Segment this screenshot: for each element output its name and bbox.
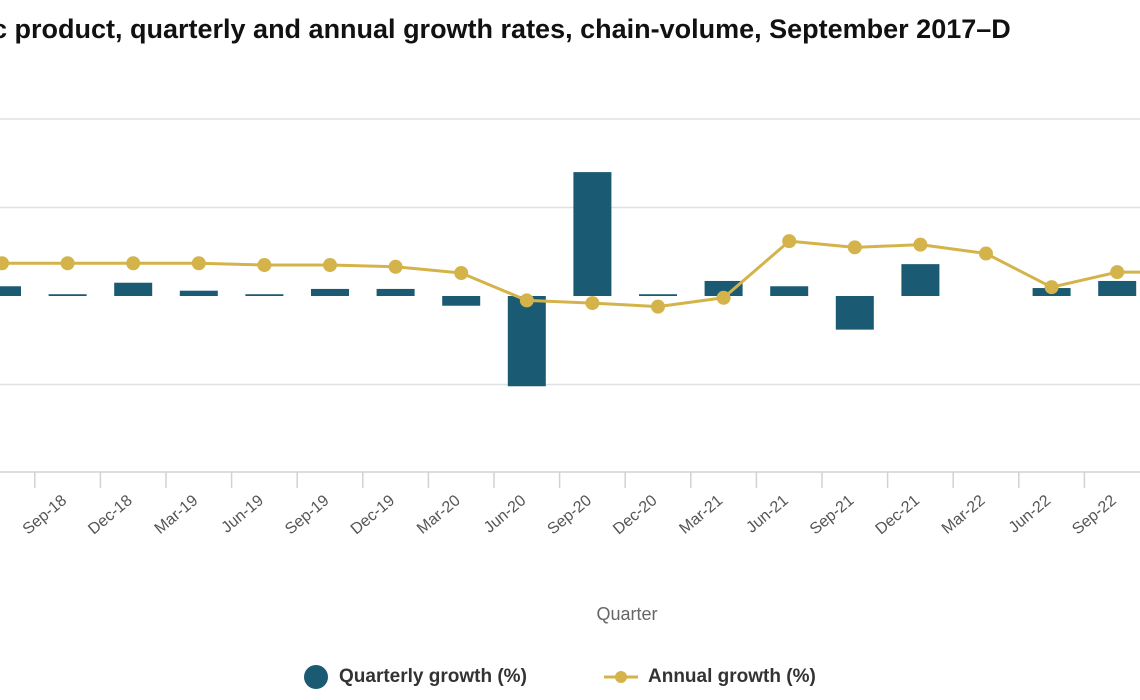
legend-label-quarterly: Quarterly growth (%) <box>339 666 527 687</box>
bar-quarterly-growth <box>1098 280 1137 296</box>
x-tick-label: Sep-20 <box>545 492 596 538</box>
legend-item-annual[interactable]: Annual growth (%) <box>604 660 816 694</box>
x-tick-label: Dec-19 <box>348 492 399 538</box>
point-annual-growth <box>191 256 206 271</box>
bar-quarterly-growth <box>245 294 284 296</box>
x-tick-label: Mar-20 <box>414 492 464 538</box>
annual-growth-points <box>0 234 1125 314</box>
point-annual-growth <box>1110 265 1125 280</box>
bar-quarterly-growth <box>114 282 153 296</box>
point-annual-growth <box>847 240 862 255</box>
x-tick-label: Mar-22 <box>939 492 989 538</box>
quarterly-bars <box>0 172 1137 387</box>
bar-quarterly-growth <box>704 280 743 296</box>
point-annual-growth <box>388 259 403 274</box>
legend-swatch-circle-icon <box>304 665 328 689</box>
x-tick-label: Sep-22 <box>1069 492 1120 538</box>
point-annual-growth <box>651 299 665 314</box>
point-annual-growth <box>979 246 993 261</box>
x-tick-label: Jun-22 <box>1006 492 1054 537</box>
legend-swatch-line-icon <box>604 671 638 683</box>
bar-quarterly-growth <box>48 294 87 296</box>
point-annual-growth <box>782 234 797 249</box>
legend: Quarterly growth (%) Annual growth (%) <box>0 660 1140 694</box>
bar-quarterly-growth <box>442 296 481 306</box>
bar-quarterly-growth <box>835 296 874 330</box>
annual-growth-line <box>2 239 1140 309</box>
point-annual-growth <box>454 265 469 280</box>
point-annual-growth <box>126 256 141 271</box>
bar-quarterly-growth <box>507 296 546 387</box>
x-tick-label: Jun-21 <box>743 492 791 537</box>
bar-quarterly-growth <box>770 286 809 296</box>
chart-plot: Sep-18 Dec-18 Mar-19 Jun-19 Sep-19 Dec-19 Mar-… <box>0 118 1140 624</box>
x-tick-label: Mar-21 <box>676 492 726 538</box>
x-tick-label: Jun-19 <box>219 492 267 537</box>
grid-lines <box>0 118 1140 473</box>
legend-label-annual: Annual growth (%) <box>648 666 816 687</box>
x-tick-label: Sep-18 <box>20 492 71 538</box>
point-annual-growth <box>0 256 9 271</box>
bar-quarterly-growth <box>179 290 218 296</box>
x-tick-label: Sep-21 <box>807 492 858 538</box>
bar-quarterly-growth <box>573 172 612 296</box>
bar-quarterly-growth <box>639 294 677 296</box>
point-annual-growth <box>716 290 731 305</box>
point-annual-growth <box>60 256 75 271</box>
x-tick-label: Dec-21 <box>873 492 924 538</box>
bar-quarterly-growth <box>0 286 21 296</box>
point-annual-growth <box>323 258 337 273</box>
bar-quarterly-growth <box>376 288 415 296</box>
chart-title: c product, quarterly and annual growth r… <box>0 14 1011 44</box>
x-axis-title: Quarter <box>596 604 657 624</box>
point-annual-growth <box>257 258 272 273</box>
x-tick-label: Sep-19 <box>282 492 333 538</box>
x-axis-ticks <box>34 472 1086 488</box>
x-tick-label: Dec-20 <box>610 492 661 538</box>
point-annual-growth <box>913 237 928 252</box>
x-tick-label: Jun-20 <box>481 492 529 537</box>
legend-item-quarterly[interactable]: Quarterly growth (%) <box>303 660 527 694</box>
x-tick-label: Mar-19 <box>152 492 202 538</box>
x-axis-tick-labels: Sep-18 Dec-18 Mar-19 Jun-19 Sep-19 Dec-19 Mar-… <box>20 492 1120 538</box>
point-annual-growth <box>519 293 534 308</box>
bar-quarterly-growth <box>901 264 940 296</box>
x-tick-label: Dec-18 <box>85 492 136 538</box>
point-annual-growth <box>1044 280 1059 295</box>
annual-growth-polyline <box>2 239 1140 309</box>
bar-quarterly-growth <box>311 288 349 296</box>
point-annual-growth <box>585 296 600 311</box>
